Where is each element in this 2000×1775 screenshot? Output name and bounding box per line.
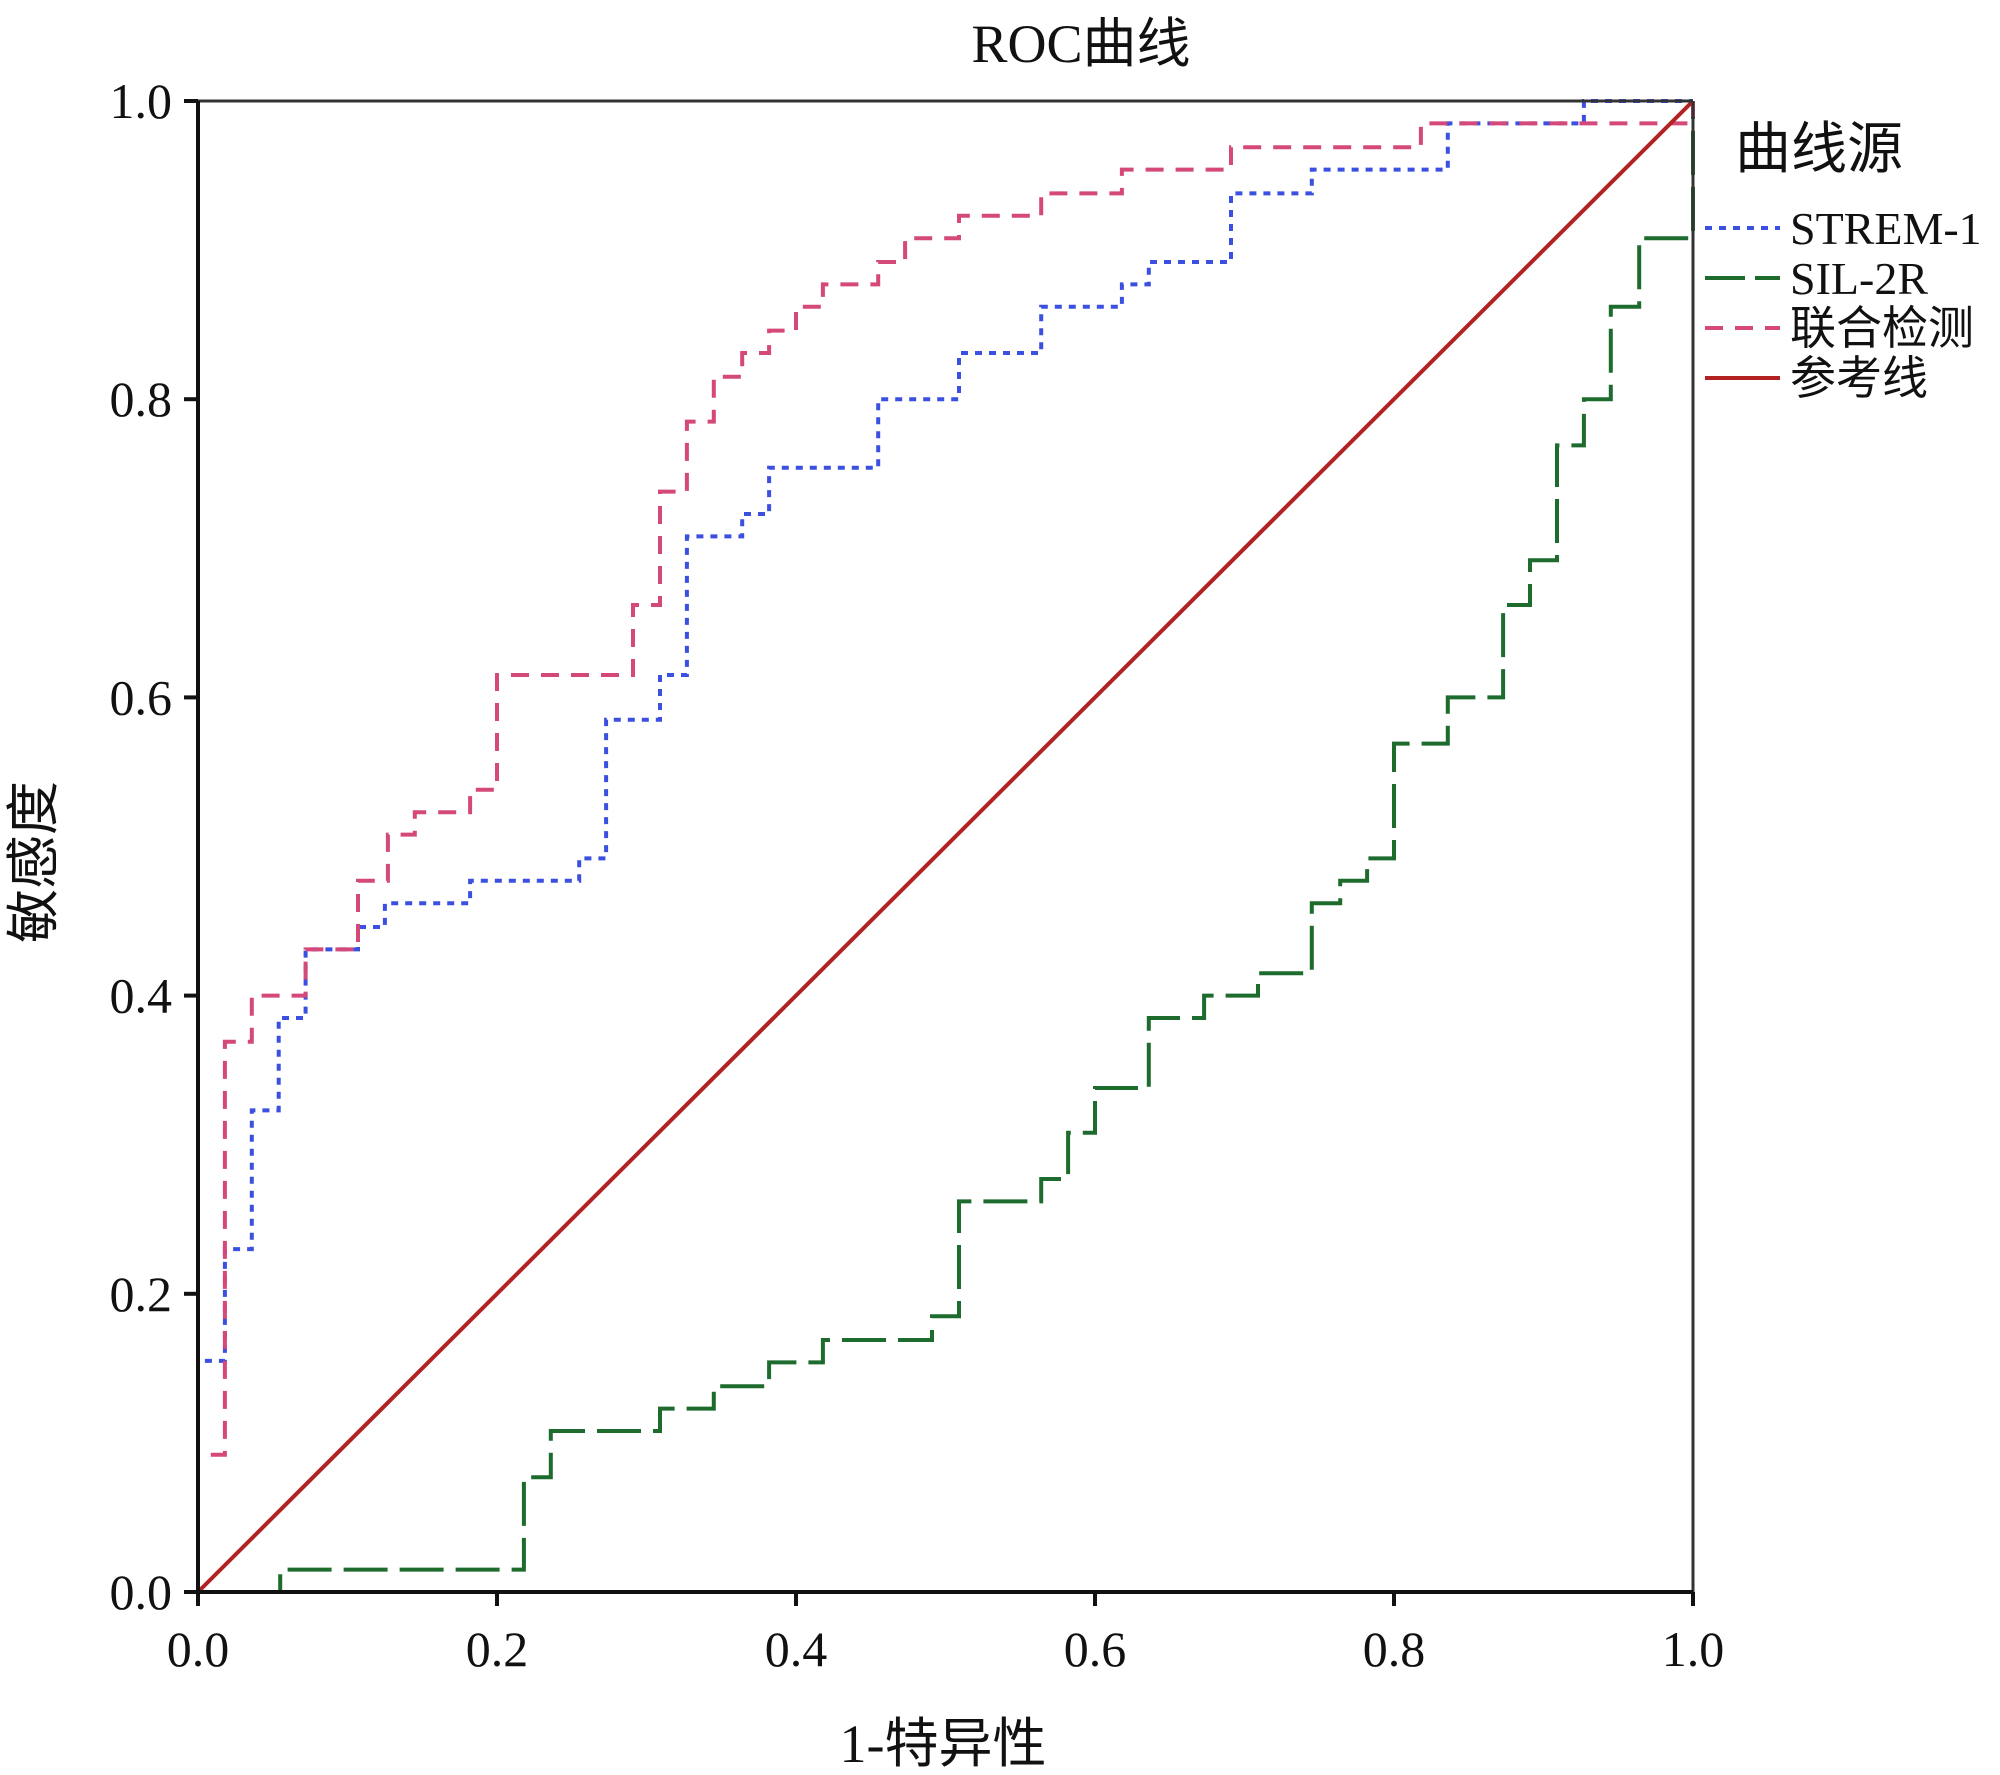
axes-layer xyxy=(196,99,1695,1594)
y-tick-label-0: 0.0 xyxy=(110,1564,173,1620)
legend-label-0: STREM-1 xyxy=(1790,203,1982,254)
legend-label-2: 联合检测 xyxy=(1790,303,1974,354)
series-layer xyxy=(196,99,1695,1594)
x-tick-label-5: 1.0 xyxy=(1662,1621,1725,1677)
x-tick-label-0: 0.0 xyxy=(167,1621,230,1677)
x-tick-label-3: 0.6 xyxy=(1064,1621,1127,1677)
x-tick-label-4: 0.8 xyxy=(1363,1621,1426,1677)
series-line-3 xyxy=(196,99,1695,1594)
series-line-0 xyxy=(196,99,1693,1592)
ticks-layer: 0.0 0.2 0.4 0.6 0.8 1.0 0.0 0.2 0.4 0.6 0.8 1.0 xyxy=(110,73,1725,1677)
series-line-2 xyxy=(196,101,1695,1592)
x-tick-label-2: 0.4 xyxy=(765,1621,828,1677)
y-tick-label-2: 0.4 xyxy=(110,968,173,1024)
chart-title: ROC曲线 xyxy=(971,14,1190,74)
legend-title: 曲线源 xyxy=(1735,119,1903,181)
x-axis-label: 1-特异性 xyxy=(840,1714,1047,1774)
legend-label-3: 参考线 xyxy=(1790,353,1928,404)
y-tick-label-4: 0.8 xyxy=(110,371,173,427)
x-tick-label-1: 0.2 xyxy=(466,1621,529,1677)
y-tick-label-3: 0.6 xyxy=(110,669,173,725)
series-line-1 xyxy=(198,101,1695,1594)
legend-label-1: SIL-2R xyxy=(1790,253,1928,304)
y-tick-label-5: 1.0 xyxy=(110,73,173,129)
y-tick-label-1: 0.2 xyxy=(110,1266,173,1322)
y-axis-label: 敏感度 xyxy=(4,781,64,943)
